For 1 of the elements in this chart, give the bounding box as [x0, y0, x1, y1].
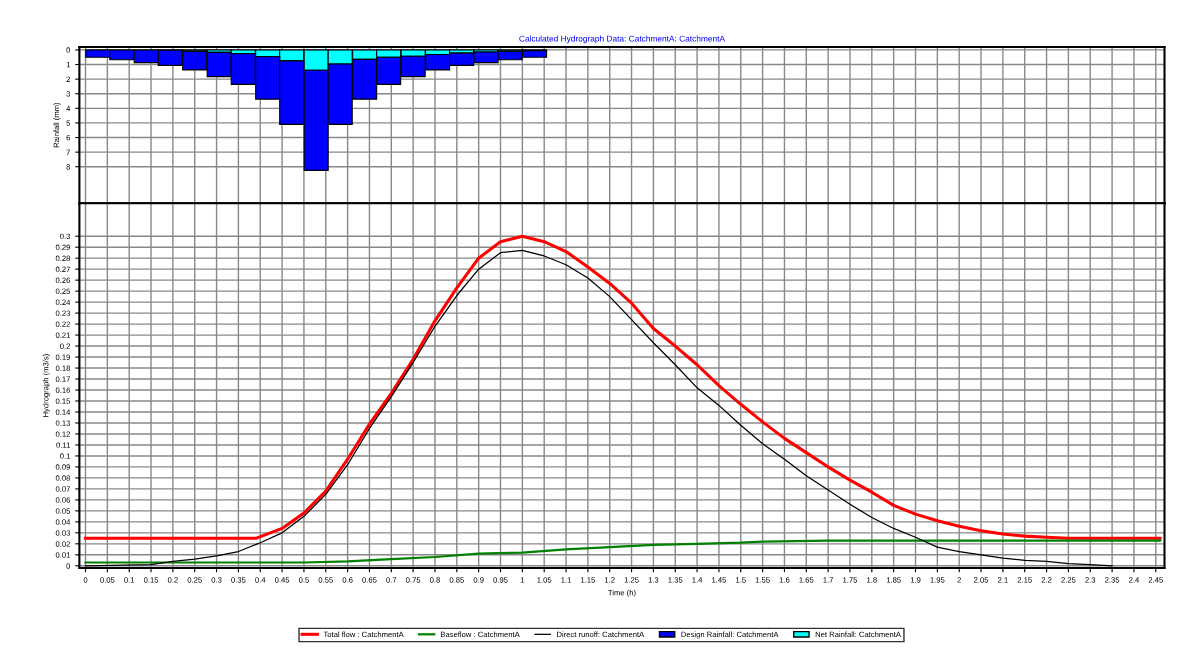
chart-title: Calculated Hydrograph Data: CatchmentA: CatchmentA — [519, 35, 725, 44]
